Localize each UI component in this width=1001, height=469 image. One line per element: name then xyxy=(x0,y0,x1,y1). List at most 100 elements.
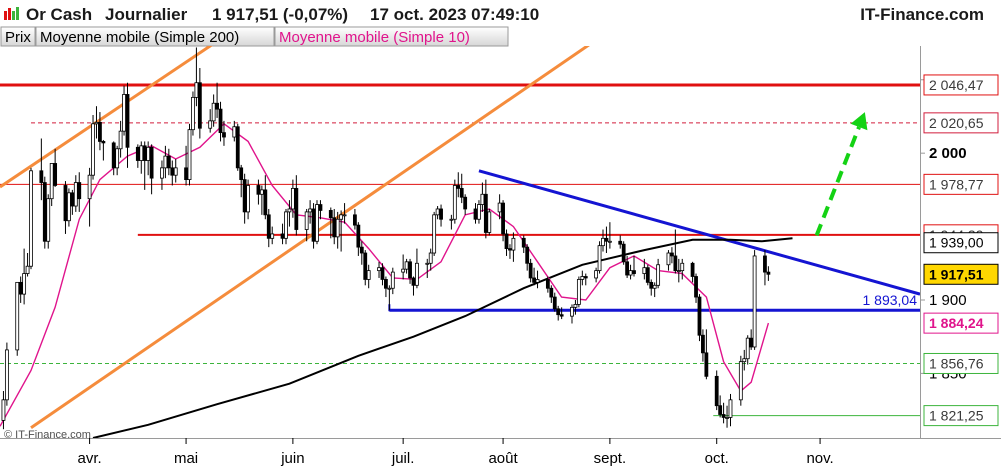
value-label-0-text: 1 939,00 xyxy=(929,235,984,251)
candle xyxy=(173,159,178,183)
candle-body xyxy=(556,308,561,316)
candle-body xyxy=(404,261,409,270)
candle-body xyxy=(29,170,33,267)
legend-sma200-button[interactable] xyxy=(35,26,275,47)
candle-body xyxy=(73,182,78,207)
candle-body xyxy=(411,277,416,286)
candle-body xyxy=(135,146,140,161)
candle xyxy=(235,123,240,171)
candle-body xyxy=(415,262,419,286)
candle-body xyxy=(649,281,654,289)
candle-body xyxy=(580,276,585,280)
candle xyxy=(477,200,481,224)
candle xyxy=(425,258,430,278)
candle xyxy=(432,211,437,256)
candle xyxy=(363,250,368,286)
candle-body xyxy=(256,185,261,195)
candle xyxy=(483,179,488,239)
candle xyxy=(549,285,554,303)
candle-body xyxy=(208,120,213,129)
candle-body xyxy=(728,399,733,418)
candle xyxy=(401,254,406,280)
level-label-0-box xyxy=(923,74,999,96)
candle xyxy=(342,203,347,224)
candle xyxy=(256,179,261,205)
candle xyxy=(463,194,468,215)
candle xyxy=(676,258,681,283)
candle-body xyxy=(601,237,605,247)
candle xyxy=(115,145,120,176)
candle-body xyxy=(142,145,147,161)
candle xyxy=(211,94,216,127)
candle xyxy=(504,229,509,256)
candle-body xyxy=(621,243,626,263)
candle xyxy=(390,267,395,295)
candle-body xyxy=(149,146,154,179)
period-label: Journalier xyxy=(105,5,188,24)
candle xyxy=(160,160,164,190)
candle xyxy=(725,405,729,428)
candle xyxy=(607,222,612,249)
value-label-1-text: 1 917,51 xyxy=(929,266,984,282)
candle-body xyxy=(718,405,723,415)
candle xyxy=(763,250,767,286)
candle xyxy=(42,176,47,249)
candle-body xyxy=(452,185,457,220)
candle-body xyxy=(607,240,612,243)
candles xyxy=(1,47,771,430)
candle-body xyxy=(408,261,412,279)
candle-body xyxy=(280,233,285,239)
candle-body xyxy=(270,233,275,239)
legend-sma10-button[interactable] xyxy=(274,26,509,47)
candle-body xyxy=(676,270,681,273)
candle-body xyxy=(15,281,20,351)
quote-datetime: 17 oct. 2023 07:49:10 xyxy=(370,5,539,24)
candle xyxy=(4,342,9,406)
candle xyxy=(384,276,388,298)
candle xyxy=(122,85,126,136)
candle-body xyxy=(25,265,30,274)
candle xyxy=(576,276,581,308)
candle xyxy=(73,175,78,212)
candle-body xyxy=(545,279,550,289)
candle-body xyxy=(173,167,178,176)
support-value-label: 1 893,04 xyxy=(863,292,918,308)
candle xyxy=(628,264,633,280)
candle xyxy=(49,163,54,207)
candle xyxy=(118,120,123,158)
candle-body xyxy=(318,204,323,211)
legend-sma10-label: Moyenne mobile (Simple 10) xyxy=(279,29,470,46)
candle-body xyxy=(222,132,226,138)
candle-body xyxy=(4,349,9,401)
candle xyxy=(580,270,585,286)
candle xyxy=(101,139,106,161)
candle-body xyxy=(42,182,47,242)
candle xyxy=(573,299,578,315)
legend-prix-button[interactable] xyxy=(0,26,36,47)
candle-body xyxy=(242,179,247,213)
candle xyxy=(170,160,175,186)
candle-body xyxy=(528,262,533,279)
candle-body xyxy=(573,303,578,308)
candle xyxy=(284,208,288,245)
candle xyxy=(704,329,709,380)
candle-body xyxy=(384,279,388,289)
candle-body xyxy=(166,155,171,169)
candle-body xyxy=(332,217,337,238)
candle xyxy=(308,200,313,224)
candle-body xyxy=(63,185,68,222)
candle xyxy=(645,264,650,286)
candle-body xyxy=(163,155,168,169)
trendline-descending-resistance xyxy=(478,169,920,296)
candle xyxy=(87,167,92,227)
candle-body xyxy=(290,188,295,210)
candle xyxy=(601,229,605,252)
candle-body xyxy=(118,130,123,150)
candle-body xyxy=(359,246,364,254)
candle-body xyxy=(232,126,237,138)
candle-body xyxy=(439,208,443,220)
candle xyxy=(597,241,602,274)
candle xyxy=(473,203,478,224)
candle-body xyxy=(449,218,454,221)
candle xyxy=(315,200,319,245)
